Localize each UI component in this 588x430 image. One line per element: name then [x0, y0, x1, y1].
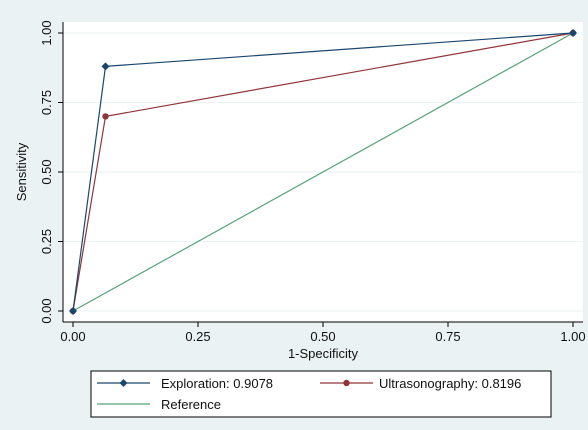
y-ticks: 0.00 0.25 0.50 0.75 1.00: [39, 20, 63, 324]
y-tick-label: 0.00: [39, 298, 54, 323]
y-tick-label: 1.00: [39, 20, 54, 45]
legend-label-ultrasonography: Ultrasonography: 0.8196: [379, 376, 521, 391]
data-point-exploration: [101, 62, 110, 71]
legend-label-reference: Reference: [161, 397, 221, 412]
legend-label-exploration: Exploration: 0.9078: [161, 376, 273, 391]
x-tick-label: 0.00: [60, 329, 85, 344]
data-point-exploration: [569, 29, 577, 37]
legend-box: [90, 370, 552, 418]
x-tick-label: 0.50: [310, 329, 335, 344]
x-tick-label: 0.25: [185, 329, 210, 344]
y-tick-label: 0.25: [39, 229, 54, 254]
x-ticks: 0.00 0.25 0.50 0.75 1.00: [60, 322, 586, 344]
series-line-reference: [72, 32, 574, 312]
legend: Exploration: 0.9078 Ultrasonography: 0.8…: [90, 370, 552, 418]
data-point-ultrasonography: [102, 113, 109, 120]
legend-marker-ultrasonography: [343, 379, 350, 387]
x-tick-label: 0.75: [435, 329, 460, 344]
y-tick-label: 0.75: [39, 90, 54, 115]
x-axis-title: 1-Specificity: [288, 346, 359, 361]
series-layer: [69, 29, 577, 315]
x-tick-label: 1.00: [560, 329, 585, 344]
y-axis-title: Sensitivity: [14, 142, 29, 201]
legend-marker-exploration: [119, 379, 128, 387]
y-tick-label: 0.50: [39, 159, 54, 184]
data-point-exploration: [69, 307, 77, 315]
